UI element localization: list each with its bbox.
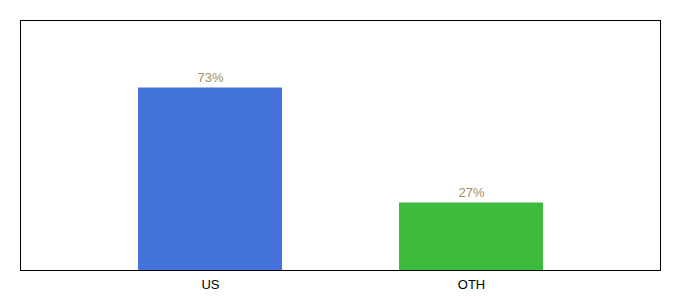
svg-text:OTH: OTH [458, 277, 485, 292]
svg-text:73%: 73% [197, 70, 223, 85]
svg-text:US: US [201, 277, 219, 292]
svg-text:27%: 27% [458, 185, 484, 200]
